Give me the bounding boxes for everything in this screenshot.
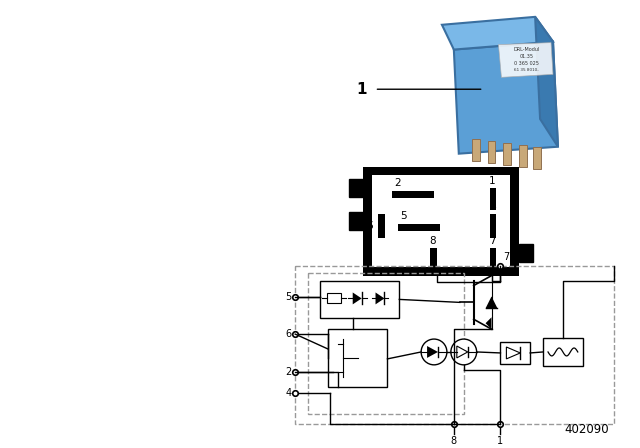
Bar <box>320 280 399 318</box>
Polygon shape <box>486 317 492 329</box>
Text: 6: 6 <box>366 221 372 231</box>
Bar <box>372 176 510 267</box>
Polygon shape <box>486 297 497 308</box>
Bar <box>490 188 497 210</box>
Bar <box>504 143 511 164</box>
Polygon shape <box>535 17 558 147</box>
Text: 4: 4 <box>285 388 291 398</box>
Bar <box>533 147 541 168</box>
Bar <box>308 273 464 414</box>
Polygon shape <box>349 212 363 230</box>
Circle shape <box>421 339 447 365</box>
Text: 1: 1 <box>489 177 496 186</box>
Bar <box>327 293 341 303</box>
Text: 402090: 402090 <box>565 423 609 436</box>
Text: 01.35: 01.35 <box>519 54 533 59</box>
Text: 5: 5 <box>285 293 291 302</box>
Bar <box>378 214 385 238</box>
Bar <box>500 342 530 364</box>
Bar <box>519 145 527 167</box>
Polygon shape <box>519 244 533 262</box>
Bar <box>328 329 387 387</box>
Text: 5: 5 <box>400 211 407 221</box>
Text: 7: 7 <box>504 252 509 262</box>
Text: 7: 7 <box>489 236 496 246</box>
Bar <box>543 338 583 366</box>
Text: 2: 2 <box>285 367 291 377</box>
Text: 1: 1 <box>356 82 367 97</box>
Bar <box>363 167 519 276</box>
Circle shape <box>451 339 477 365</box>
Polygon shape <box>506 347 520 359</box>
Polygon shape <box>454 42 558 154</box>
Polygon shape <box>376 293 385 304</box>
Bar <box>490 248 497 268</box>
Polygon shape <box>427 346 438 358</box>
Text: 4: 4 <box>489 202 496 212</box>
Bar <box>488 141 495 163</box>
Text: 2: 2 <box>394 178 401 188</box>
Bar <box>392 191 434 198</box>
Polygon shape <box>457 346 468 358</box>
Polygon shape <box>442 17 553 50</box>
Text: 61 35 8010-: 61 35 8010- <box>514 69 539 73</box>
Text: 0 365 025: 0 365 025 <box>514 61 539 66</box>
Text: DRL-Modul: DRL-Modul <box>513 47 540 52</box>
Text: 6: 6 <box>285 329 291 339</box>
Text: 8: 8 <box>429 236 436 246</box>
Bar <box>472 139 479 161</box>
Bar <box>398 224 440 231</box>
Polygon shape <box>353 293 362 304</box>
Bar <box>430 248 437 268</box>
Polygon shape <box>349 180 363 197</box>
Bar <box>295 266 614 424</box>
Polygon shape <box>499 43 553 78</box>
Text: 1: 1 <box>497 436 504 446</box>
Text: 8: 8 <box>451 436 457 446</box>
Bar <box>490 214 497 238</box>
